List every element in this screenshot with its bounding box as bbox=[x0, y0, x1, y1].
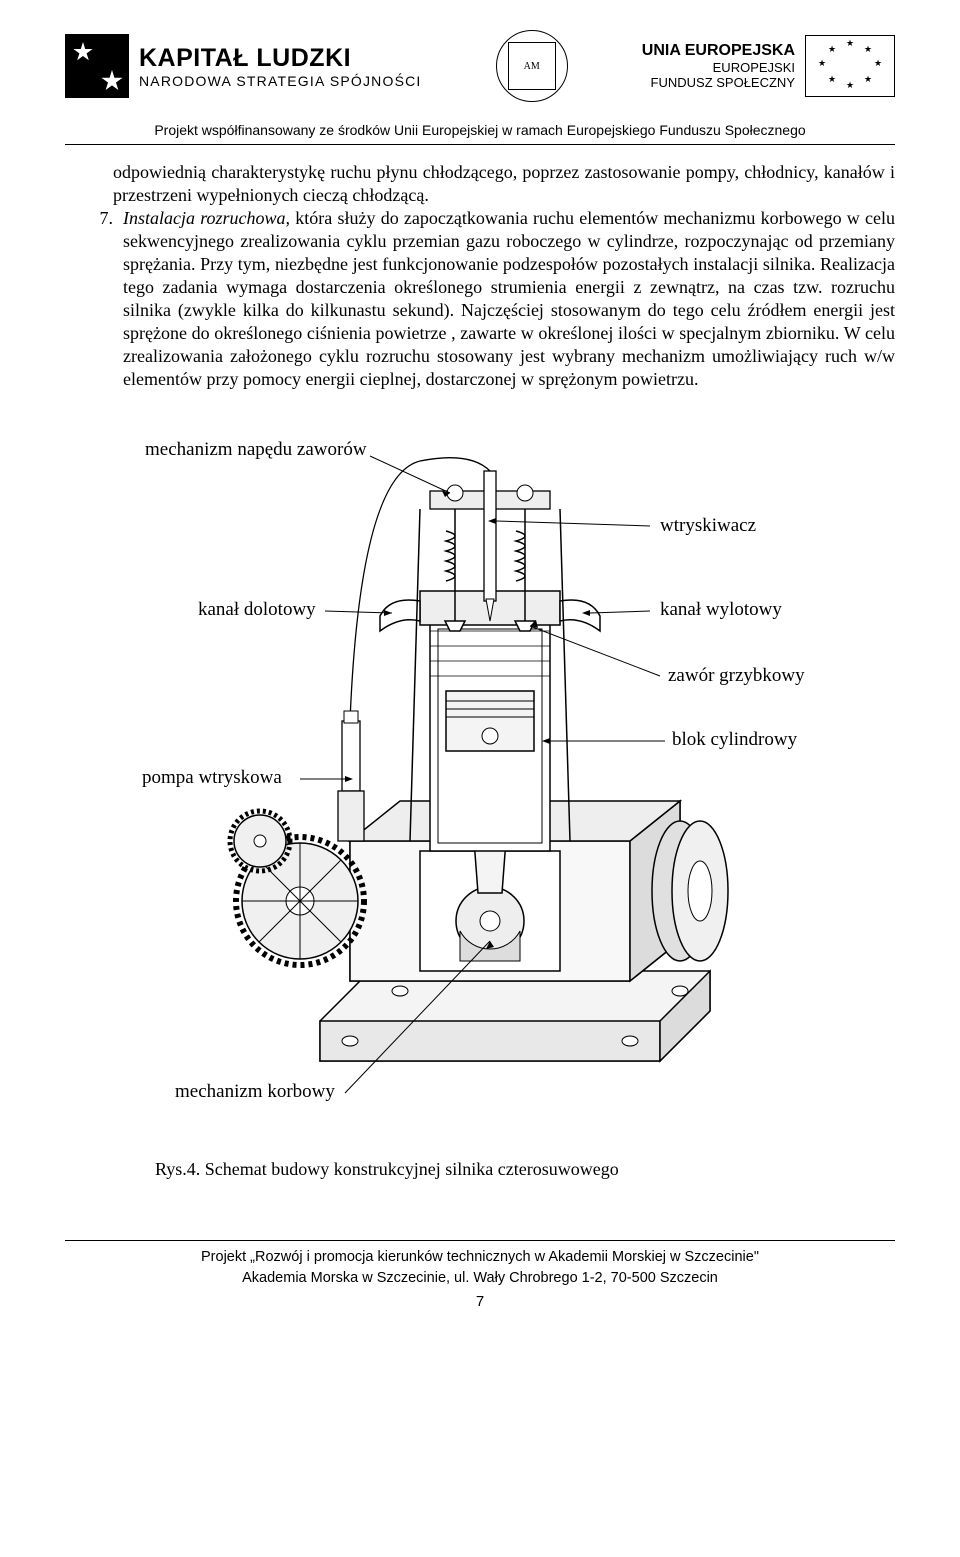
item-7-text: Instalacja rozruchowa, która służy do za… bbox=[123, 207, 895, 391]
item-7-number: 7. bbox=[65, 207, 123, 391]
footer-line2: Akademia Morska w Szczecinie, ul. Wały C… bbox=[65, 1268, 895, 1289]
unia-europejska-block: UNIA EUROPEJSKA EUROPEJSKI FUNDUSZ SPOŁE… bbox=[642, 35, 895, 97]
page: KAPITAŁ LUDZKI NARODOWA STRATEGIA SPÓJNO… bbox=[0, 0, 960, 1340]
figure-wrap: mechanizm napędu zaworów kanał dolotowy … bbox=[65, 421, 895, 1180]
label-kanal-dolot: kanał dolotowy bbox=[198, 599, 316, 621]
figure-caption: Rys.4. Schemat budowy konstrukcyjnej sil… bbox=[155, 1159, 895, 1180]
label-zawor: zawór grzybkowy bbox=[668, 665, 805, 687]
am-inner: AM bbox=[508, 42, 556, 90]
header-separator bbox=[65, 144, 895, 145]
page-number: 7 bbox=[65, 1293, 895, 1310]
kl-subtitle: NARODOWA STRATEGIA SPÓJNOŚCI bbox=[139, 73, 422, 89]
footer-line1: Projekt „Rozwój i promocja kierunków tec… bbox=[65, 1247, 895, 1268]
header-logos: KAPITAŁ LUDZKI NARODOWA STRATEGIA SPÓJNO… bbox=[65, 30, 895, 102]
engine-diagram: mechanizm napędu zaworów kanał dolotowy … bbox=[120, 421, 840, 1141]
label-mech-naped: mechanizm napędu zaworów bbox=[145, 439, 367, 461]
label-wtryskiwacz: wtryskiwacz bbox=[660, 515, 756, 537]
item-7-rest: która służy do zapoczątkowania ruchu ele… bbox=[123, 208, 895, 389]
ue-line2: EUROPEJSKI bbox=[642, 60, 795, 75]
label-mech-korb: mechanizm korbowy bbox=[175, 1081, 335, 1103]
item-7: 7. Instalacja rozruchowa, która służy do… bbox=[65, 207, 895, 391]
label-kanal-wylot: kanał wylotowy bbox=[660, 599, 782, 621]
body-text: odpowiednią charakterystykę ruchu płynu … bbox=[65, 161, 895, 391]
akademia-morska-emblem: AM bbox=[496, 30, 568, 102]
eu-flag-icon: ★ ★ ★ ★ ★ ★ ★ ★ bbox=[805, 35, 895, 97]
kl-title: KAPITAŁ LUDZKI bbox=[139, 44, 422, 73]
label-blok: blok cylindrowy bbox=[672, 729, 797, 751]
cofinance-note: Projekt współfinansowany ze środków Unii… bbox=[65, 122, 895, 138]
kl-icon bbox=[65, 34, 129, 98]
ue-line1: UNIA EUROPEJSKA bbox=[642, 42, 795, 60]
kl-text: KAPITAŁ LUDZKI NARODOWA STRATEGIA SPÓJNO… bbox=[139, 44, 422, 89]
label-pompa: pompa wtryskowa bbox=[142, 767, 282, 789]
footer-separator bbox=[65, 1240, 895, 1241]
item-7-lead: Instalacja rozruchowa, bbox=[123, 208, 290, 228]
kapital-ludzki-logo: KAPITAŁ LUDZKI NARODOWA STRATEGIA SPÓJNO… bbox=[65, 34, 422, 98]
footer: Projekt „Rozwój i promocja kierunków tec… bbox=[65, 1240, 895, 1310]
ue-line3: FUNDUSZ SPOŁECZNY bbox=[642, 75, 795, 90]
ue-text: UNIA EUROPEJSKA EUROPEJSKI FUNDUSZ SPOŁE… bbox=[642, 42, 795, 90]
intro-paragraph: odpowiednią charakterystykę ruchu płynu … bbox=[113, 161, 895, 207]
